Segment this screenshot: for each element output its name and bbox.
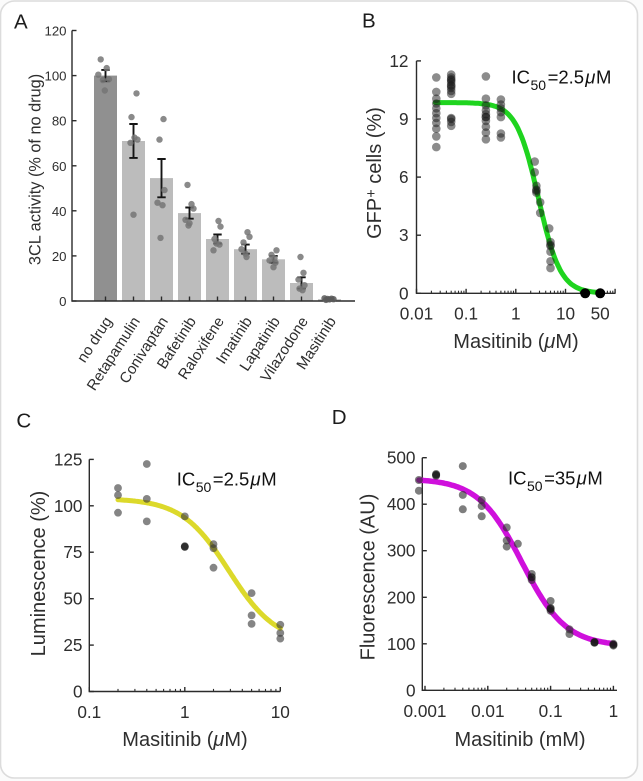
svg-text:6: 6 — [399, 167, 409, 187]
svg-text:125: 125 — [54, 449, 83, 469]
svg-text:0.1: 0.1 — [77, 702, 101, 722]
svg-text:0: 0 — [59, 294, 66, 309]
svg-text:60: 60 — [52, 159, 67, 174]
svg-text:0.001: 0.001 — [403, 701, 446, 721]
svg-text:D: D — [332, 406, 347, 429]
svg-text:A: A — [14, 11, 28, 34]
svg-text:9: 9 — [399, 109, 409, 129]
svg-text:Fluorescence (AU): Fluorescence (AU) — [358, 494, 380, 661]
svg-text:100: 100 — [44, 69, 66, 84]
svg-text:0: 0 — [399, 283, 409, 303]
svg-text:100: 100 — [54, 496, 83, 516]
svg-text:300: 300 — [387, 541, 416, 561]
svg-text:Masitinib (μM): Masitinib (μM) — [122, 729, 247, 751]
svg-text:C: C — [16, 410, 31, 433]
svg-text:0.1: 0.1 — [454, 304, 478, 324]
svg-text:10: 10 — [556, 304, 575, 324]
svg-text:0.01: 0.01 — [471, 701, 504, 721]
svg-text:100: 100 — [387, 634, 416, 654]
svg-text:75: 75 — [63, 542, 82, 562]
svg-text:B: B — [362, 10, 376, 33]
svg-text:25: 25 — [63, 635, 82, 655]
svg-text:Luminescence (%): Luminescence (%) — [28, 491, 50, 657]
svg-text:GFP+ cells (%): GFP+ cells (%) — [364, 107, 386, 239]
svg-text:20: 20 — [52, 249, 67, 264]
svg-text:3: 3 — [399, 225, 409, 245]
svg-text:Masitinib (mM): Masitinib (mM) — [454, 729, 585, 751]
svg-text:50: 50 — [591, 304, 610, 324]
svg-text:80: 80 — [52, 114, 67, 129]
svg-text:1: 1 — [609, 701, 619, 721]
svg-text:0.1: 0.1 — [539, 701, 563, 721]
svg-text:1: 1 — [511, 304, 521, 324]
svg-text:200: 200 — [387, 587, 416, 607]
svg-text:40: 40 — [52, 204, 67, 219]
svg-text:120: 120 — [44, 24, 66, 39]
svg-text:1: 1 — [180, 702, 190, 722]
svg-text:0: 0 — [73, 682, 83, 702]
svg-text:400: 400 — [387, 494, 416, 514]
svg-text:0: 0 — [406, 680, 416, 700]
svg-text:500: 500 — [387, 448, 416, 468]
svg-text:Masitinib (μM): Masitinib (μM) — [453, 331, 578, 353]
svg-text:12: 12 — [389, 51, 408, 71]
svg-text:3CL activity (% of no drug): 3CL activity (% of no drug) — [27, 74, 45, 265]
svg-text:0.01: 0.01 — [400, 304, 433, 324]
svg-text:10: 10 — [271, 702, 290, 722]
svg-text:50: 50 — [63, 589, 82, 609]
